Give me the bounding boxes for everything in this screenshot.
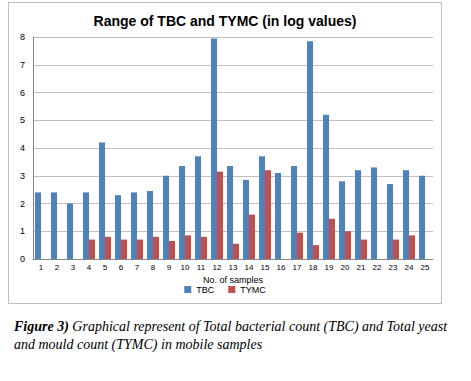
svg-text:4: 4	[87, 263, 92, 272]
svg-text:22: 22	[373, 263, 382, 272]
svg-text:19: 19	[325, 263, 334, 272]
svg-text:20: 20	[341, 263, 350, 272]
svg-text:3: 3	[71, 263, 76, 272]
svg-text:7: 7	[135, 263, 140, 272]
svg-text:TYMC: TYMC	[240, 285, 266, 295]
svg-text:13: 13	[229, 263, 238, 272]
svg-text:10: 10	[181, 263, 190, 272]
svg-text:23: 23	[389, 263, 398, 272]
svg-text:25: 25	[421, 263, 430, 272]
html-text:Figure 3) Graphical represent: Figure 3) Graphical represent of Total b…	[14, 319, 448, 352]
svg-text:1: 1	[39, 263, 44, 272]
svg-text:24: 24	[405, 263, 414, 272]
svg-text:3: 3	[20, 171, 25, 181]
svg-text:12: 12	[213, 263, 222, 272]
svg-text:18: 18	[309, 263, 318, 272]
svg-text:4: 4	[20, 143, 25, 153]
svg-text:2: 2	[55, 263, 60, 272]
svg-text:2: 2	[20, 199, 25, 209]
svg-text:16: 16	[277, 263, 286, 272]
svg-text:Range of TBC and TYMC (in log: Range of TBC and TYMC (in log values)	[94, 13, 357, 29]
svg-text:8: 8	[20, 32, 25, 42]
svg-text:No. of samples: No. of samples	[203, 275, 263, 286]
svg-text:6: 6	[20, 88, 25, 98]
svg-text:TBC: TBC	[196, 285, 215, 295]
svg-text:5: 5	[20, 115, 25, 125]
svg-text:6: 6	[119, 263, 124, 272]
svg-text:5: 5	[103, 263, 108, 272]
svg-text:14: 14	[245, 263, 254, 272]
svg-text:21: 21	[357, 263, 366, 272]
svg-text:0: 0	[20, 254, 25, 264]
svg-text:1: 1	[20, 226, 25, 236]
svg-text:15: 15	[261, 263, 270, 272]
svg-text:17: 17	[293, 263, 302, 272]
svg-text:9: 9	[167, 263, 172, 272]
svg-text:8: 8	[151, 263, 156, 272]
svg-text:7: 7	[20, 60, 25, 70]
svg-text:11: 11	[197, 263, 206, 272]
